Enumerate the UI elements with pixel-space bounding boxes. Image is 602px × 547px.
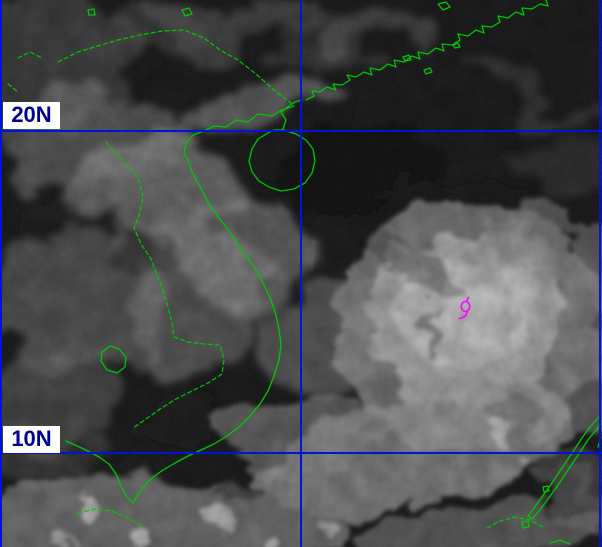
border-layer [7, 29, 544, 529]
lake-tonle-sap [100, 345, 127, 374]
border-vietnam-laos [105, 141, 175, 338]
label-20n: 20N [3, 102, 60, 129]
coastline-vietnam [65, 105, 295, 504]
border-vietnam-china [57, 29, 293, 105]
tropical-cyclone-symbol [458, 296, 471, 320]
border-cambodia [132, 336, 225, 429]
china-coast-islets [87, 1, 461, 75]
palawan-islets [521, 420, 602, 545]
leizhou-peninsula [280, 99, 303, 130]
maritime-border-gulf [77, 508, 143, 527]
label-10n: 10N [3, 426, 60, 453]
coastline-china [305, 0, 549, 101]
coastline-layer [65, 0, 602, 545]
border-topleft-marks [7, 51, 43, 93]
coastline-hainan [248, 129, 316, 192]
maritime-border-southeast [486, 516, 544, 529]
